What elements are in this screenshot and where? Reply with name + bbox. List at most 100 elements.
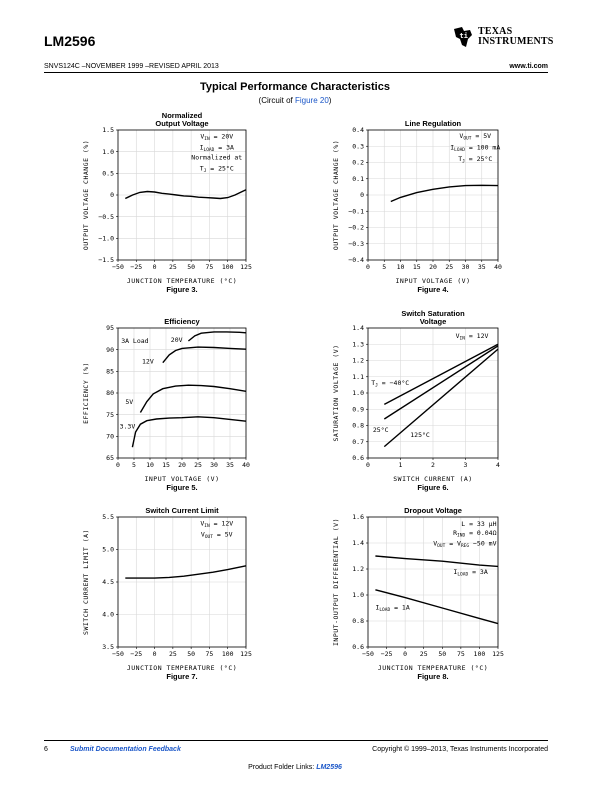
annotation: VOUT = 5V (201, 531, 233, 541)
x-axis-label: SWITCH CURRENT (A) (393, 475, 472, 483)
y-tick-label: 1.0 (352, 389, 364, 397)
y-tick-label: 5.5 (102, 513, 114, 521)
y-axis-label: INPUT-OUTPUT DIFFERENTIAL (V) (332, 518, 340, 646)
chart-figure-8: Dropout Voltage −50 −25 0 25 50 75 100 125 1.6 1.4… (332, 506, 504, 681)
y-tick-label: 4.5 (102, 578, 114, 586)
chart-title: Normalized (162, 111, 203, 120)
chart-title: Switch Current Limit (145, 506, 219, 515)
x-tick-label: 25 (169, 650, 177, 658)
y-tick-label: 70 (106, 433, 114, 441)
x-tick-label: 50 (187, 263, 195, 271)
y-tick-label: 0 (110, 191, 114, 199)
logo-line1: TEXAS (478, 26, 513, 37)
figure-caption: Figure 3. (166, 285, 197, 294)
annotation: ILOAD = 100 mA (450, 144, 500, 154)
series-line (162, 346, 247, 364)
figure-caption: Figure 6. (417, 483, 448, 492)
annotation: L = 33 μH (461, 520, 496, 528)
y-tick-label: 65 (106, 454, 114, 462)
y-tick-label: 95 (106, 324, 114, 332)
figure-caption: Figure 4. (417, 285, 448, 294)
annotation: Normalized at (191, 153, 242, 161)
series-line (125, 565, 247, 579)
figure-caption: Figure 7. (166, 672, 197, 681)
y-tick-label: 5.0 (102, 546, 114, 554)
y-tick-label: −1.0 (98, 235, 114, 243)
series-line (375, 589, 499, 625)
x-tick-label: 75 (206, 650, 214, 658)
ti-logo: ti TEXAS INSTRUMENTS (452, 23, 553, 53)
folder-link[interactable]: LM2596 (316, 764, 342, 771)
y-tick-label: −1.5 (98, 256, 114, 264)
figure-20-link[interactable]: Figure 20 (294, 96, 329, 105)
figure-caption: Figure 5. (166, 483, 197, 492)
x-tick-label: 100 (222, 263, 234, 271)
page-number: 6 (44, 746, 48, 753)
y-tick-label: 0.4 (352, 126, 364, 134)
series-line (383, 345, 499, 420)
x-tick-label: 25 (420, 650, 428, 658)
plot-frame (367, 516, 499, 648)
y-tick-label: 0.8 (352, 617, 364, 625)
series-line (131, 416, 247, 448)
x-tick-label: 10 (146, 461, 154, 469)
x-tick-label: 15 (413, 263, 421, 271)
x-tick-label: 20 (178, 461, 186, 469)
y-tick-label: 1.4 (352, 324, 364, 332)
feedback-link[interactable]: Submit Documentation Feedback (70, 746, 181, 753)
y-axis-label: EFFICIENCY (%) (82, 362, 90, 424)
x-tick-label: 30 (210, 461, 218, 469)
chart-title: Voltage (420, 317, 447, 326)
y-tick-label: 1.5 (102, 126, 114, 134)
subtitle-prefix: (Circuit of (258, 96, 295, 105)
header-rule (44, 72, 548, 73)
chart-title: Output Voltage (155, 119, 208, 128)
y-tick-label: 1.0 (352, 591, 364, 599)
annotation: TJ = −40°C (371, 379, 409, 389)
annotation: 25°C (373, 426, 389, 434)
y-tick-label: 80 (106, 389, 114, 397)
x-axis-label: INPUT VOLTAGE (V) (395, 277, 470, 285)
annotation: ILOAD = 3A (453, 568, 487, 578)
x-axis-label: JUNCTION TEMPERATURE (°C) (127, 664, 237, 672)
website-link[interactable]: www.ti.com (509, 63, 548, 70)
annotation: 125°C (410, 431, 430, 439)
footer-rule (44, 740, 548, 741)
annotation: 3A Load (121, 337, 148, 345)
chart-figure-7: Switch Current Limit −50 −25 0 25 50 75 100 125 5… (82, 506, 252, 681)
svg-text:ti: ti (460, 32, 468, 40)
product-folder-links: Product Folder Links: LM2596 (0, 764, 590, 771)
annotation: TJ = 25°C (458, 155, 492, 165)
y-tick-label: 85 (106, 368, 114, 376)
x-tick-label: −25 (381, 650, 393, 658)
copyright: Copyright © 1999–2013, Texas Instruments… (372, 746, 548, 753)
doc-info: SNVS124C –NOVEMBER 1999 –REVISED APRIL 2… (44, 63, 219, 70)
y-tick-label: 1.2 (352, 357, 364, 365)
annotation: ILOAD = 3A (200, 144, 234, 154)
y-tick-label: 0.7 (352, 438, 364, 446)
y-tick-label: 1.1 (352, 373, 364, 381)
y-tick-label: −0.3 (348, 240, 364, 248)
x-tick-label: 100 (222, 650, 234, 658)
annotation: VOUT = 5V (459, 132, 491, 142)
x-tick-label: 125 (240, 263, 252, 271)
x-tick-label: 75 (457, 650, 465, 658)
annotation: 12V (142, 358, 154, 366)
y-tick-label: 1.4 (352, 539, 364, 547)
series-line (124, 189, 247, 200)
x-tick-label: 75 (206, 263, 214, 271)
y-tick-label: −0.2 (348, 224, 364, 232)
y-axis-label: SATURATION VOLTAGE (V) (332, 344, 340, 441)
y-tick-label: 1.6 (352, 513, 364, 521)
x-tick-label: −50 (112, 650, 124, 658)
x-tick-label: 5 (132, 461, 136, 469)
x-tick-label: 40 (494, 263, 502, 271)
x-tick-label: 0 (403, 650, 407, 658)
y-tick-label: 0.8 (352, 422, 364, 430)
series-line (383, 348, 499, 448)
annotation: ILOAD = 1A (375, 603, 409, 613)
x-tick-label: 0 (153, 263, 157, 271)
y-tick-label: 1.0 (102, 148, 114, 156)
x-tick-label: 125 (492, 650, 504, 658)
